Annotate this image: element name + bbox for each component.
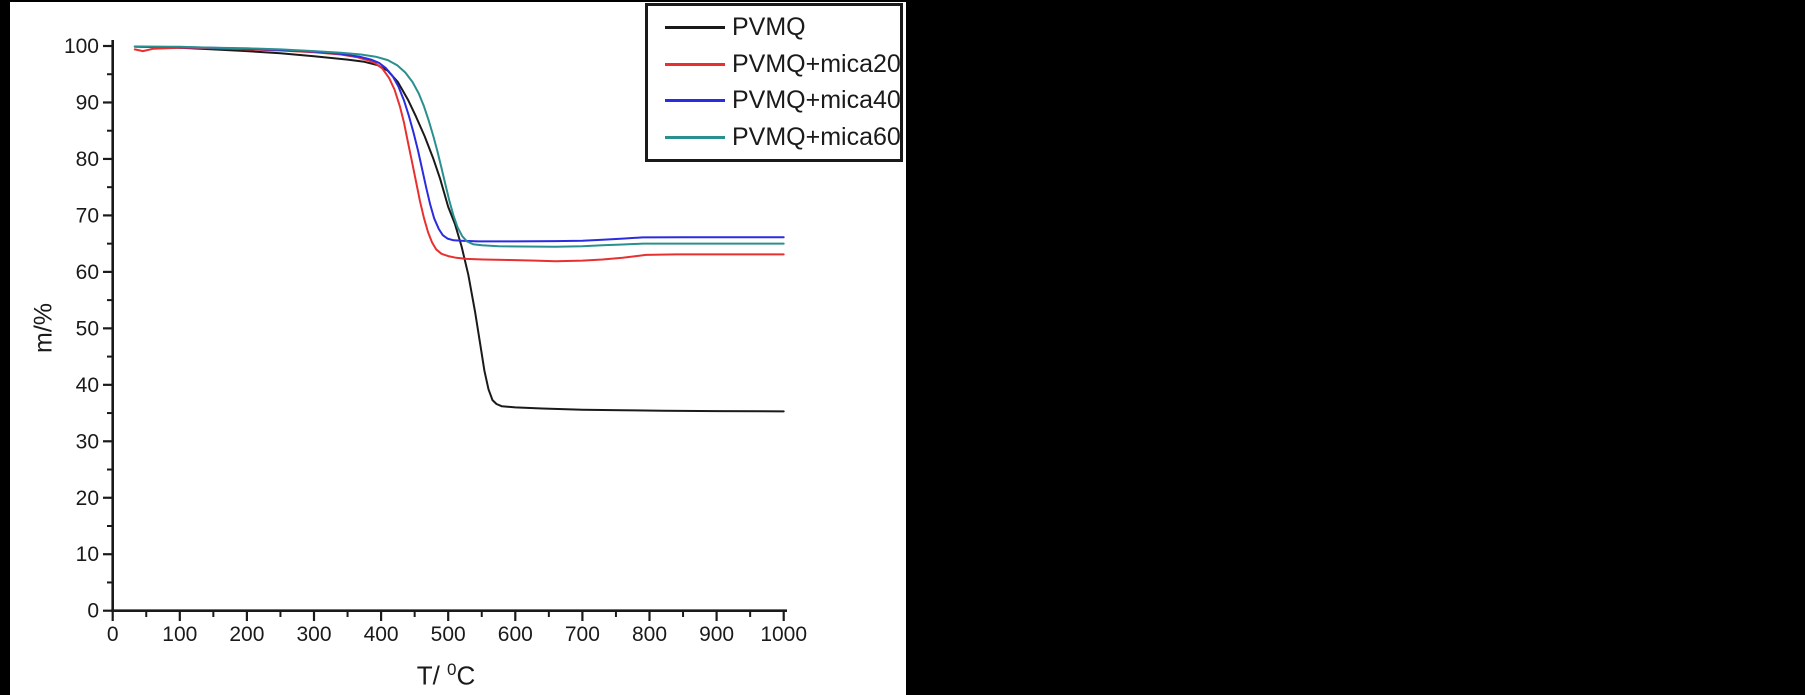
legend-line-sample [665, 99, 725, 103]
legend-item: PVMQ+mica60 [648, 120, 901, 154]
y-tick-label: 80 [76, 148, 99, 171]
legend-item: PVMQ+mica40 [648, 84, 901, 118]
legend-item: PVMQ+mica20 [648, 47, 901, 81]
x-tick-label: 0 [107, 623, 119, 646]
legend-line-sample [665, 135, 725, 139]
x-tick-label: 100 [162, 623, 197, 646]
y-tick-label: 40 [76, 374, 99, 397]
legend-item: PVMQ [648, 11, 900, 45]
x-tick-label: 200 [229, 623, 264, 646]
y-tick-label: 60 [76, 261, 99, 284]
x-axis-title: T/ 0C [417, 661, 476, 692]
x-tick-label: 800 [632, 623, 667, 646]
x-tick-label: 600 [498, 623, 533, 646]
legend-label: PVMQ+mica40 [732, 86, 901, 115]
y-axis-title: m/% [29, 303, 58, 353]
legend-line-sample [665, 62, 725, 66]
y-tick-label: 10 [76, 543, 99, 566]
x-tick-label: 400 [364, 623, 399, 646]
y-tick-label: 90 [76, 91, 99, 114]
curve-PVMQ [133, 45, 785, 413]
y-tick-label: 100 [64, 35, 99, 58]
x-axis-title-pre: T/ [416, 660, 448, 691]
y-tick-label: 20 [76, 487, 99, 510]
x-tick-label: 1000 [760, 623, 807, 646]
legend-box: PVMQ PVMQ+mica20 PVMQ+mica40 PVMQ+mica60 [645, 3, 903, 162]
curve-PVMQ+mica60 [133, 45, 785, 248]
legend-label: PVMQ [732, 13, 806, 42]
x-tick-label: 900 [699, 623, 734, 646]
y-tick-label: 50 [76, 317, 99, 340]
y-tick-label: 70 [76, 204, 99, 227]
x-tick-label: 500 [431, 623, 466, 646]
legend-line-sample [665, 26, 725, 30]
x-axis-title-post: C [456, 660, 476, 691]
x-tick-label: 300 [296, 623, 331, 646]
y-tick-label: 30 [76, 430, 99, 453]
legend-label: PVMQ+mica60 [732, 122, 901, 151]
x-axis-title-sup: 0 [447, 659, 457, 679]
x-tick-label: 700 [565, 623, 600, 646]
legend-label: PVMQ+mica20 [732, 49, 901, 78]
y-tick-label: 0 [87, 600, 99, 623]
